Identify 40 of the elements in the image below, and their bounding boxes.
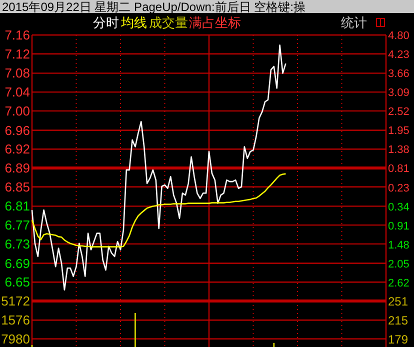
chart-title: 2015年09月22日 星期二 PageUp/Down:前后日 空格键:操	[2, 0, 306, 14]
y2-tick-label: 2.62	[388, 277, 410, 290]
y2-tick-label: 3.09	[388, 87, 410, 99]
y2-tick-label: 4.80	[388, 30, 410, 42]
y-tick-label: 6.77	[4, 218, 30, 233]
text: 分时	[93, 15, 119, 30]
y2-tick-label: 1.95	[388, 125, 410, 137]
text: 7980	[1, 331, 30, 346]
y2-tick-label: 3.66	[388, 68, 410, 80]
text: 满占坐标	[189, 15, 241, 30]
y-tick-label: 7.16	[4, 28, 30, 42]
y2-tick-label: 2.52	[388, 106, 410, 118]
text: 统计	[341, 15, 367, 30]
y-tick-label: 6.89	[4, 160, 30, 176]
text: 成交量	[149, 15, 188, 30]
text: 179	[388, 332, 408, 346]
text: 均线	[120, 15, 147, 30]
y2-tick-label: 1.38	[388, 144, 410, 156]
y-tick-label: 6.92	[4, 142, 30, 157]
text: 215	[388, 314, 408, 328]
y2-tick-label: 2.05	[388, 258, 410, 270]
y-tick-label: 7.04	[4, 84, 30, 100]
y-tick-label: 6.69	[4, 256, 30, 271]
y2-tick-label: 0.81	[388, 163, 410, 175]
y2-tick-label: 1.48	[388, 239, 410, 252]
y-tick-label: 7.12	[4, 46, 30, 62]
y2-tick-label: 4.23	[388, 49, 410, 61]
y2-tick-label: 0.91	[388, 220, 410, 232]
text: 251	[388, 294, 408, 308]
y-tick-label: 6.96	[4, 122, 30, 138]
y-tick-label: 7.08	[4, 66, 30, 81]
y-tick-label: 6.81	[4, 198, 30, 214]
y-tick-label: 6.73	[4, 236, 30, 252]
y2-tick-label: 0.34	[388, 201, 410, 214]
y-tick-label: 6.65	[4, 274, 30, 290]
y-tick-label: 7.00	[4, 103, 30, 118]
text: 1576	[1, 312, 30, 328]
text: 5172	[1, 294, 30, 308]
y-tick-label: 6.85	[4, 179, 30, 194]
y2-tick-label: 0.23	[388, 182, 410, 194]
